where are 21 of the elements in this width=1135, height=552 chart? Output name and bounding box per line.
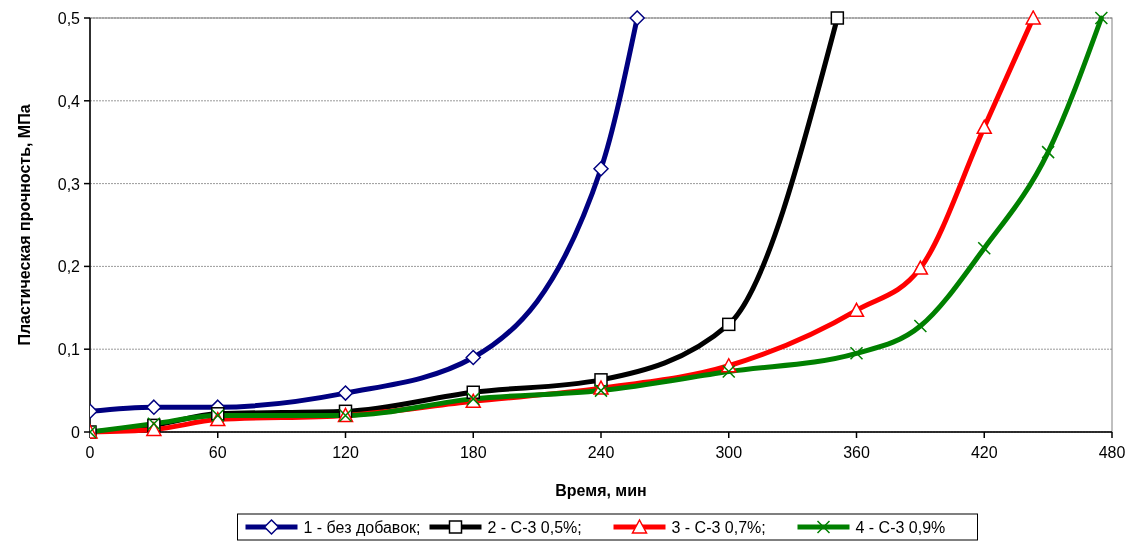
x-tick-label: 360 [843, 444, 870, 461]
x-tick-label: 120 [332, 444, 359, 461]
x-axis-title: Время, мин [555, 482, 647, 499]
x-tick-label: 300 [715, 444, 743, 461]
x-tick-label: 480 [1098, 444, 1126, 461]
x-tick-label: 180 [459, 444, 487, 461]
x-tick-label: 60 [208, 444, 227, 461]
y-axis-title: Пластическая прочность, МПа [16, 104, 33, 346]
x-tick-label: 0 [85, 444, 95, 461]
x-tick-label: 420 [970, 444, 998, 461]
legend-label: 4 - С-3 0,9% [855, 519, 946, 536]
x-tick-label: 240 [587, 444, 615, 461]
legend-label: 2 - С-3 0,5%; [487, 519, 582, 536]
legend-label: 3 - С-3 0,7%; [671, 519, 766, 536]
legend-label: 1 - без добавок; [303, 519, 421, 536]
y-tick-label: 0,3 [57, 175, 81, 193]
y-tick-label: 0,4 [57, 92, 81, 110]
y-tick-label: 0,5 [57, 10, 81, 27]
y-tick-label: 0 [71, 424, 81, 441]
y-tick-label: 0,1 [57, 341, 81, 359]
y-tick-label: 0,2 [57, 258, 81, 276]
